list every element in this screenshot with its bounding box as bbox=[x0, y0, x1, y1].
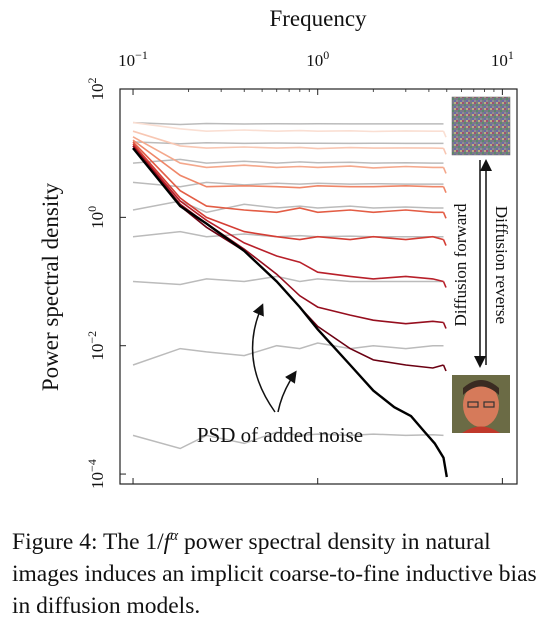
noise-series-4 bbox=[132, 200, 444, 214]
psd-noise-label: PSD of added noise bbox=[197, 423, 363, 447]
noise-psd-series bbox=[132, 121, 444, 450]
caption-pre: The bbox=[97, 528, 146, 555]
noisy-series-tail-7 bbox=[442, 147, 447, 155]
psd-annotation-arrow-2 bbox=[277, 370, 297, 413]
noise-series-6 bbox=[132, 158, 444, 164]
noisy-series-tail-1 bbox=[442, 322, 447, 329]
noisy-series-tail-6 bbox=[442, 167, 447, 174]
noisy-series-tail-0 bbox=[442, 364, 447, 372]
caption-post: power spectral density in natural images… bbox=[12, 528, 537, 619]
noise-series-2 bbox=[132, 275, 444, 286]
noise-series-8 bbox=[132, 121, 444, 126]
x-tick-label-0: 10−1 bbox=[118, 48, 148, 70]
x-tick-label-2: 101 bbox=[491, 48, 514, 70]
y-tick-label-3: 10−4 bbox=[85, 459, 107, 489]
x-axis-label: Frequency bbox=[269, 6, 367, 31]
noisy-image-psd-series bbox=[132, 121, 447, 372]
noisy-series-tail-3 bbox=[442, 239, 447, 246]
caption-math-f: f bbox=[163, 528, 171, 555]
y-tick-label-1: 100 bbox=[85, 206, 107, 229]
y-tick-label-0: 102 bbox=[85, 78, 107, 101]
noisy-series-4 bbox=[132, 141, 444, 214]
psd-annotation-arrow-1 bbox=[251, 303, 276, 413]
noise-image-inset bbox=[451, 96, 511, 156]
noisy-series-7 bbox=[132, 130, 444, 150]
face-photo-inset bbox=[452, 375, 510, 433]
y-ticks: 102 100 10−2 10−4 bbox=[85, 78, 126, 489]
noise-series-0 bbox=[132, 431, 444, 450]
x-ticks: 10−1 100 101 bbox=[118, 48, 514, 484]
noisy-series-3 bbox=[132, 143, 444, 241]
y-axis-label: Power spectral density bbox=[38, 182, 63, 391]
noisy-series-0 bbox=[132, 147, 444, 369]
noise-series-7 bbox=[132, 141, 444, 145]
noisy-series-tail-8 bbox=[442, 130, 447, 138]
noisy-series-tail-5 bbox=[442, 186, 447, 194]
y-tick-label-2: 10−2 bbox=[85, 331, 107, 361]
caption-math-slash: / bbox=[157, 528, 164, 555]
x-tick-label-1: 100 bbox=[306, 48, 329, 70]
figure-caption: Figure 4: The 1/fα power spectral densit… bbox=[12, 520, 537, 622]
clean-series bbox=[132, 147, 448, 478]
noisy-series-2 bbox=[132, 145, 444, 283]
diffusion-forward-label: Diffusion forward bbox=[451, 203, 470, 326]
plot-frame bbox=[119, 88, 518, 485]
caption-math-num: 1 bbox=[145, 528, 158, 555]
noisy-series-tail-4 bbox=[442, 211, 447, 219]
psd-chart: Frequency Power spectral density 10−1 100… bbox=[38, 6, 518, 489]
clean-image-psd-series bbox=[132, 147, 448, 478]
noisy-series-1 bbox=[132, 145, 444, 325]
noise-series-1 bbox=[132, 342, 444, 366]
noisy-series-tail-2 bbox=[442, 281, 447, 288]
noise-series-5 bbox=[132, 181, 444, 188]
caption-label: Figure 4: bbox=[12, 528, 98, 555]
diffusion-reverse-label: Diffusion reverse bbox=[492, 206, 511, 324]
noisy-series-6 bbox=[132, 136, 444, 169]
noise-series-3 bbox=[132, 230, 444, 238]
caption-math-alpha: α bbox=[170, 528, 179, 544]
noisy-series-8 bbox=[132, 121, 444, 133]
noisy-series-5 bbox=[132, 139, 444, 189]
